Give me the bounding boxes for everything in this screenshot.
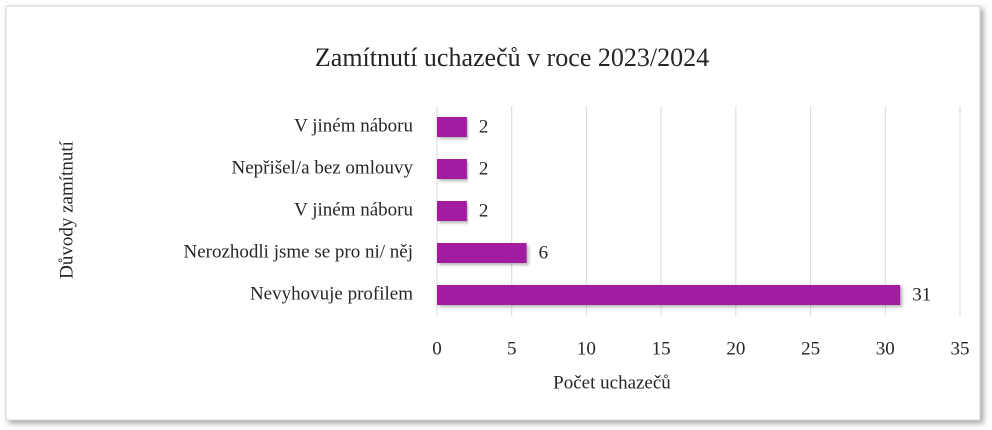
x-tick-label: 5 [507, 338, 517, 359]
y-tick-label: Nepřišel/a bez omlouvy [231, 157, 413, 178]
x-tick-label: 25 [801, 338, 820, 359]
x-tick-label: 35 [951, 338, 970, 359]
y-tick-label: V jiném náboru [294, 199, 413, 220]
x-tick-label: 20 [726, 338, 745, 359]
x-axis-title: Počet uchazečů [553, 372, 671, 393]
data-label: 31 [912, 284, 931, 305]
x-tick-label: 0 [432, 338, 442, 359]
y-axis-title: Důvody zamítnutí [56, 140, 77, 278]
data-label: 2 [479, 158, 489, 179]
y-tick-label: V jiném náboru [294, 115, 413, 136]
x-tick-label: 15 [652, 338, 671, 359]
chart-frame [5, 5, 981, 421]
data-label: 2 [479, 200, 489, 221]
data-label: 6 [539, 242, 549, 263]
x-tick-label: 30 [876, 338, 895, 359]
data-label: 2 [479, 116, 489, 137]
chart-title: Zamítnutí uchazečů v roce 2023/2024 [315, 43, 709, 72]
bar [437, 159, 467, 179]
y-tick-label: Nevyhovuje profilem [250, 283, 413, 304]
bar [437, 243, 527, 263]
bar [437, 117, 467, 137]
x-tick-label: 10 [577, 338, 596, 359]
y-tick-label: Nerozhodli jsme se pro ni/ něj [183, 241, 413, 262]
bar [437, 201, 467, 221]
bar [437, 285, 901, 305]
